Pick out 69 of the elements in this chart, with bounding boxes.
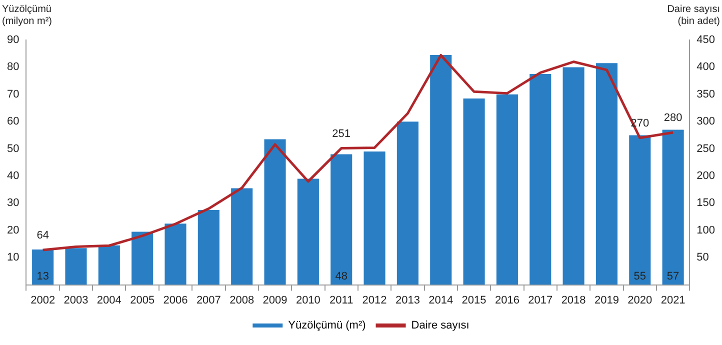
y2-tick-label: 400 <box>696 61 716 74</box>
y-tick-label: 80 <box>6 61 20 74</box>
bar <box>629 135 651 285</box>
y-tick-label: 30 <box>6 197 20 210</box>
x-tick-label: 2007 <box>196 294 221 306</box>
y2-tick-label: 150 <box>696 197 716 210</box>
bar <box>164 224 186 285</box>
y-tick-label: 70 <box>6 88 20 100</box>
x-tick-label: 2012 <box>362 294 387 306</box>
y-tick-label: 90 <box>6 34 20 46</box>
x-tick-label: 2003 <box>64 294 88 306</box>
x-tick-label: 2018 <box>561 294 586 306</box>
y-tick-label: 10 <box>6 252 20 264</box>
x-tick-label: 2008 <box>230 294 254 306</box>
data-label: 57 <box>666 270 680 282</box>
bar <box>662 130 684 285</box>
bar <box>32 249 54 285</box>
x-tick-label: 2014 <box>428 294 454 306</box>
x-tick-label: 2020 <box>628 294 652 306</box>
y-axis-title: Yüzölçümü (milyon m²) <box>2 4 53 28</box>
data-label: 55 <box>634 270 646 282</box>
data-label: 251 <box>332 128 351 140</box>
bar <box>430 54 452 285</box>
x-tick-label: 2017 <box>528 294 553 306</box>
x-tick-label: 2005 <box>130 294 155 306</box>
data-label: 280 <box>664 112 682 124</box>
bar <box>98 245 120 285</box>
bar <box>496 94 518 285</box>
bar <box>198 210 220 285</box>
legend-label: Daire sayısı <box>411 320 470 332</box>
y2-tick-label: 50 <box>696 252 709 264</box>
bar <box>530 74 552 285</box>
bar <box>264 139 286 285</box>
x-tick-label: 2011 <box>330 294 354 306</box>
bar <box>297 178 319 285</box>
y2-tick-label: 350 <box>696 88 716 100</box>
y-tick-label: 50 <box>6 142 20 155</box>
y2-tick-label: 250 <box>696 142 716 155</box>
bar <box>562 67 584 285</box>
data-label: 48 <box>335 270 348 282</box>
data-label: 13 <box>36 270 49 282</box>
y-tick-label: 60 <box>6 116 20 128</box>
bar <box>463 98 485 285</box>
bar <box>330 154 352 285</box>
x-tick-label: 2010 <box>296 294 320 306</box>
y2-tick-label: 200 <box>696 170 716 182</box>
bar <box>132 232 154 285</box>
data-label: 64 <box>36 230 49 242</box>
y-tick-label: 20 <box>6 224 20 236</box>
x-tick-label: 2013 <box>395 294 420 306</box>
x-tick-label: 2019 <box>594 294 619 306</box>
y2-tick-label: 300 <box>696 116 716 128</box>
y2-tick-label: 450 <box>696 34 716 46</box>
y2-axis-title: Daire sayısı (bin adet) <box>666 4 720 28</box>
x-tick-label: 2004 <box>96 294 122 306</box>
bar <box>396 122 418 285</box>
x-tick-label: 2015 <box>462 294 486 306</box>
bar <box>596 63 618 285</box>
bar <box>364 152 386 285</box>
x-tick-label: 2006 <box>163 294 188 306</box>
bar <box>65 248 87 285</box>
x-tick-label: 2009 <box>262 294 288 306</box>
y-tick-label: 40 <box>6 170 20 182</box>
bar <box>231 188 253 285</box>
legend-label: Yüzölçümü (m²) <box>288 320 366 332</box>
x-tick-label: 2016 <box>494 294 520 306</box>
x-tick-label: 2002 <box>30 294 56 306</box>
y2-tick-label: 100 <box>696 224 716 236</box>
x-tick-label: 2021 <box>660 294 686 306</box>
